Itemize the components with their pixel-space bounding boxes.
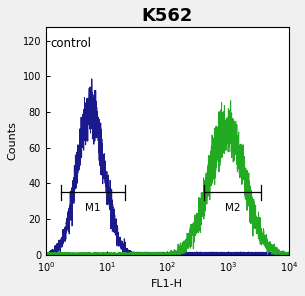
Title: K562: K562 [142,7,193,25]
X-axis label: FL1-H: FL1-H [151,279,183,289]
Text: M1: M1 [85,203,101,213]
Text: M2: M2 [225,203,240,213]
Text: control: control [51,37,92,50]
Y-axis label: Counts: Counts [7,121,17,160]
